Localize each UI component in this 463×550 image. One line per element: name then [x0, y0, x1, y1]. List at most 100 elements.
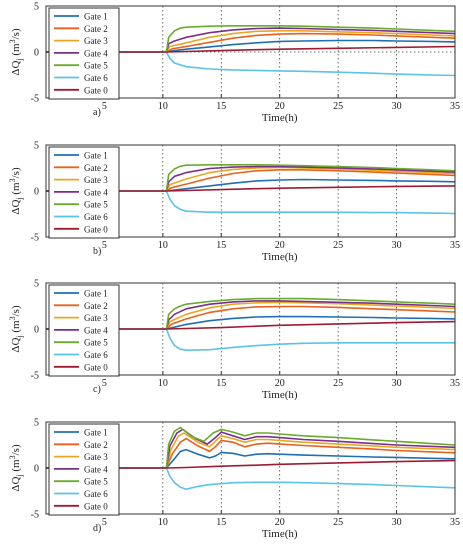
x-axis-label: Time(h)	[262, 528, 298, 540]
legend-label: Gate 3	[84, 452, 108, 462]
legend-label: Gate 5	[84, 477, 108, 487]
series-line-gate-1	[46, 178, 456, 192]
series-line-gate-3	[46, 301, 456, 330]
x-tick-label: 30	[392, 517, 402, 528]
series-line-gate-6	[46, 51, 456, 77]
legend-label: Gate 6	[84, 489, 108, 499]
x-tick-label: 35	[450, 101, 460, 112]
legend-label: Gate 2	[84, 440, 108, 450]
series-line-gate-3	[46, 29, 456, 53]
legend-label: Gate 4	[84, 464, 108, 474]
chart-panel-4: 5 10 15 20 25 30 35 -5 0 5 Time(h) ΔQj (m3/s) Gate 1…	[8, 418, 460, 541]
legend-label: Gate 1	[84, 289, 108, 299]
legend-label: Gate 2	[84, 301, 108, 311]
x-tick-label: 10	[158, 378, 168, 389]
legend-label: Gate 4	[84, 325, 108, 335]
series-line-gate-6	[46, 467, 456, 491]
x-tick-label: 30	[392, 378, 402, 389]
x-tick-label: 15	[216, 101, 226, 112]
y-axis-label: ΔQj (m3/s)	[8, 305, 24, 353]
y-tick-label: 5	[34, 418, 39, 429]
series-line-gate-5	[46, 164, 456, 192]
chart-panel-3: 5 10 15 20 25 30 35 -5 0 5 Time(h) ΔQj (m3/s) Gate 1…	[8, 279, 460, 402]
x-tick-label: 20	[275, 378, 285, 389]
x-tick-label: 15	[216, 517, 226, 528]
series-line-gate-2	[46, 169, 456, 192]
legend-label: Gate 1	[84, 151, 108, 161]
x-axis-label: Time(h)	[262, 112, 298, 124]
x-tick-label: 25	[333, 378, 343, 389]
x-tick-label: 25	[333, 517, 343, 528]
panel-label: c)	[93, 384, 101, 395]
series-line-gate-5	[46, 297, 456, 330]
panel-label: b)	[93, 246, 101, 257]
x-tick-label: 5	[102, 101, 107, 112]
x-tick-label: 5	[102, 517, 107, 528]
x-tick-label: 10	[158, 240, 168, 251]
x-tick-label: 20	[275, 101, 285, 112]
series-line-gate-3	[46, 432, 456, 469]
x-tick-label: 35	[450, 240, 460, 251]
legend-label: Gate 2	[84, 163, 108, 173]
y-tick-label: -5	[31, 94, 39, 105]
series-line-gate-0	[46, 320, 456, 330]
y-axis-label: ΔQj (m3/s)	[8, 167, 24, 215]
x-tick-label: 35	[450, 378, 460, 389]
series-line-gate-0	[46, 45, 456, 53]
series-line-gate-0	[46, 459, 456, 469]
legend-label: Gate 5	[84, 200, 108, 210]
y-axis-label: ΔQj (m3/s)	[8, 28, 24, 76]
legend-label: Gate 0	[84, 362, 108, 372]
series-line-gate-4	[46, 165, 456, 192]
x-tick-label: 30	[392, 240, 402, 251]
y-tick-label: 0	[34, 48, 39, 59]
chart-panel-1: 5 10 15 20 25 30 35 -5 0 5 Time(h) ΔQj (m3/s) Gate 1…	[8, 2, 460, 125]
legend-label: Gate 6	[84, 212, 108, 222]
y-tick-label: 0	[34, 325, 39, 336]
legend-label: Gate 1	[84, 12, 108, 22]
panel-label: a)	[93, 107, 101, 118]
legend-label: Gate 0	[84, 501, 108, 511]
y-tick-label: 5	[34, 2, 39, 13]
y-axis-label: ΔQj (m3/s)	[8, 444, 24, 492]
y-tick-label: 5	[34, 141, 39, 152]
legend-label: Gate 0	[84, 85, 108, 95]
x-tick-label: 15	[216, 378, 226, 389]
x-tick-label: 10	[158, 517, 168, 528]
x-tick-label: 10	[158, 101, 168, 112]
x-axis-label: Time(h)	[262, 251, 298, 263]
panel-label: d)	[93, 523, 101, 534]
series-line-gate-2	[46, 305, 456, 330]
legend-label: Gate 3	[84, 313, 108, 323]
y-tick-label: -5	[31, 510, 39, 521]
legend-label: Gate 6	[84, 73, 108, 83]
x-tick-label: 35	[450, 517, 460, 528]
y-tick-label: -5	[31, 233, 39, 244]
series-line-gate-1	[46, 448, 456, 469]
legend-label: Gate 1	[84, 428, 108, 438]
series-line-gate-5	[46, 426, 456, 469]
x-tick-label: 30	[392, 101, 402, 112]
series-line-gate-1	[46, 39, 456, 53]
legend-label: Gate 6	[84, 350, 108, 360]
series-line-gate-4	[46, 428, 456, 469]
legend-label: Gate 3	[84, 36, 108, 46]
legend-label: Gate 3	[84, 175, 108, 185]
y-tick-label: 0	[34, 464, 39, 475]
y-tick-label: 5	[34, 279, 39, 290]
legend-label: Gate 0	[84, 224, 108, 234]
series-line-gate-1	[46, 315, 456, 330]
x-tick-label: 25	[333, 101, 343, 112]
x-tick-label: 20	[275, 240, 285, 251]
series-line-gate-0	[46, 185, 456, 192]
x-axis-label: Time(h)	[262, 389, 298, 401]
x-tick-label: 25	[333, 240, 343, 251]
y-tick-label: -5	[31, 371, 39, 382]
series-line-gate-6	[46, 190, 456, 215]
x-tick-label: 5	[102, 240, 107, 251]
series-line-gate-4	[46, 27, 456, 53]
series-line-gate-5	[46, 24, 456, 53]
x-tick-label: 15	[216, 240, 226, 251]
legend-label: Gate 4	[84, 187, 108, 197]
